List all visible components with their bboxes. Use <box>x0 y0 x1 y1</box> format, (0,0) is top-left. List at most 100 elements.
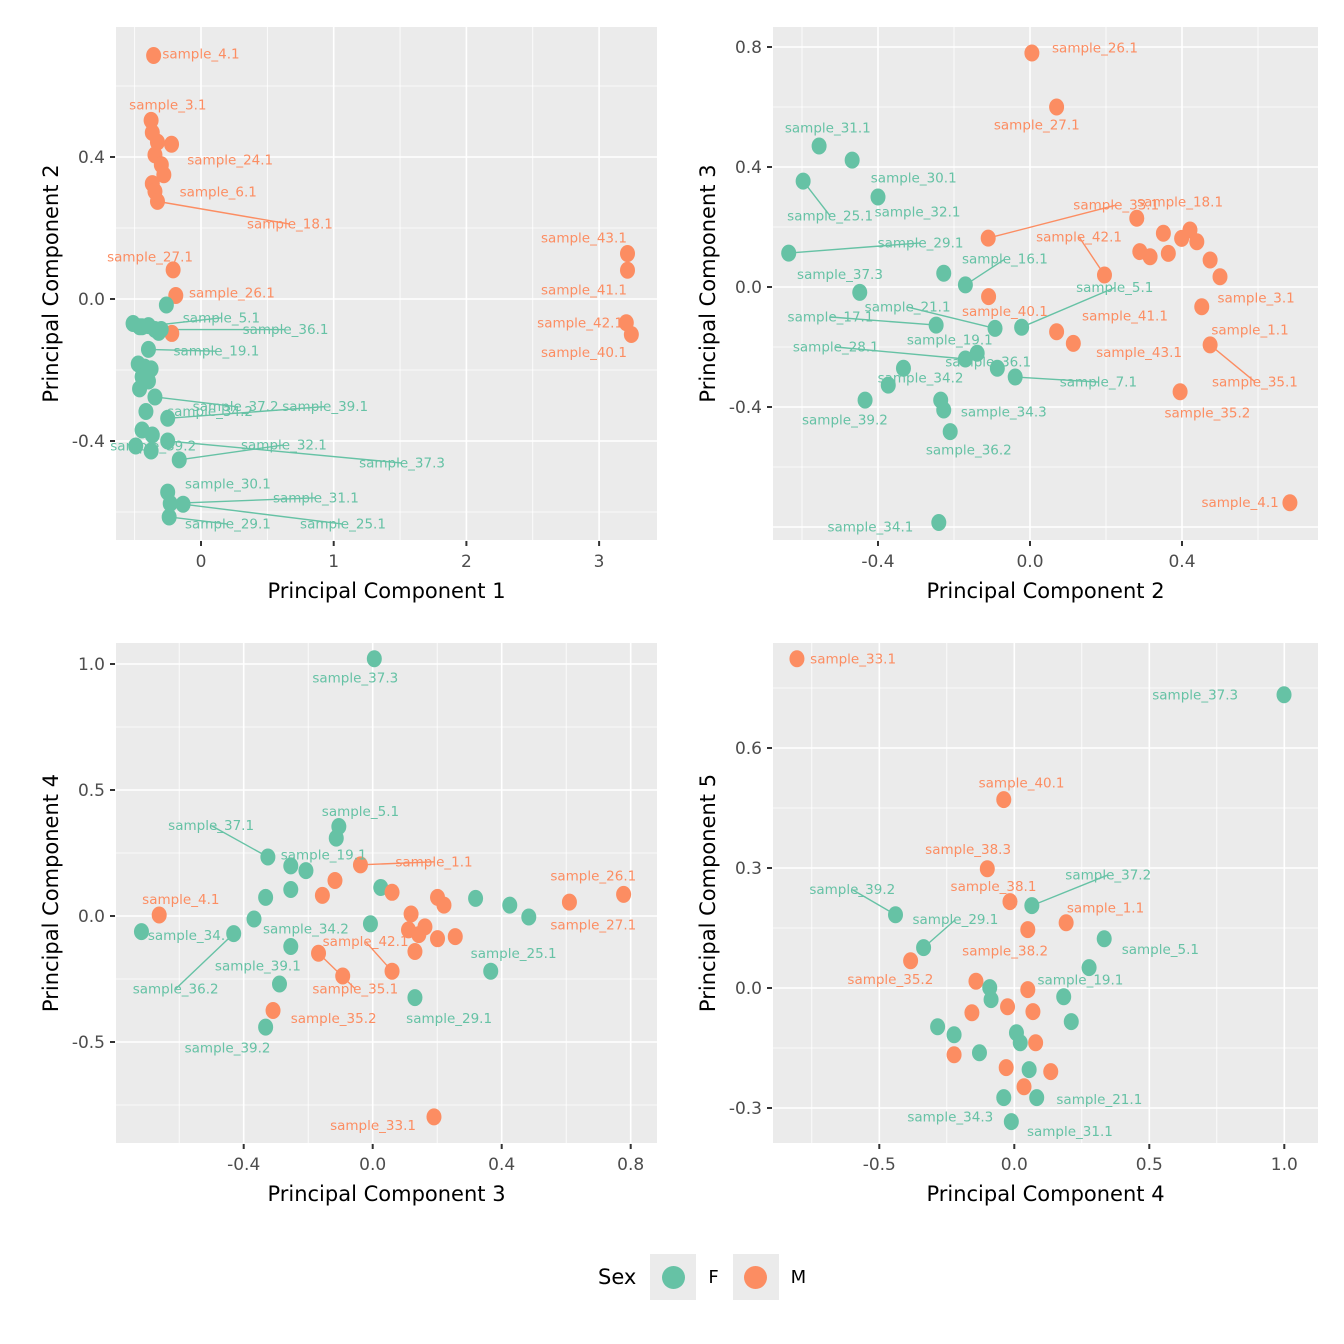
data-point <box>930 1018 946 1036</box>
point-label: sample_37.3 <box>797 267 883 283</box>
data-point <box>298 862 314 880</box>
y-axis-title: Principal Component 5 <box>696 774 720 1012</box>
point-label: sample_26.1 <box>189 285 275 301</box>
point-label: sample_37.1 <box>168 818 254 834</box>
data-point <box>781 244 797 262</box>
data-point <box>160 409 176 427</box>
data-point <box>946 1046 962 1064</box>
data-point <box>789 650 805 668</box>
data-point <box>417 918 433 936</box>
y-axis-title: Principal Component 3 <box>696 164 720 402</box>
data-point <box>1021 1061 1037 1079</box>
point-label: sample_41.1 <box>1082 309 1168 325</box>
x-axis-title: Principal Component 1 <box>267 579 505 603</box>
data-point <box>468 889 484 907</box>
point-label: sample_34.2 <box>167 404 253 420</box>
point-label: sample_1.1 <box>395 854 472 870</box>
axis-ticks: -0.5 0.0 0.5 1.0 0.6 0.3 0.0 -0.3 <box>729 739 1298 1175</box>
point-label: sample_18.1 <box>1137 195 1223 211</box>
data-point <box>936 264 952 282</box>
data-point <box>987 319 1003 337</box>
point-label: sample_24.1 <box>187 152 273 168</box>
point-label: sample_19.1 <box>1037 973 1123 989</box>
data-point <box>880 376 896 394</box>
data-point <box>138 403 154 421</box>
point-label: sample_1.1 <box>1211 322 1288 338</box>
point-labels: sample_4.1 sample_3.1 sample_24.1 sample_6.… <box>107 47 627 533</box>
data-point <box>335 967 351 985</box>
data-point <box>1129 209 1145 227</box>
point-label: sample_19.1 <box>907 333 993 349</box>
point-label: sample_37.3 <box>359 456 445 472</box>
data-point <box>980 229 996 247</box>
point-label: sample_4.1 <box>1201 495 1278 511</box>
x-tick-label: 0.0 <box>359 1155 386 1175</box>
data-point <box>502 896 518 914</box>
data-point <box>140 340 156 358</box>
point-label: sample_31.1 <box>273 490 359 506</box>
data-point <box>969 344 985 362</box>
point-label: sample_5.1 <box>322 804 399 820</box>
data-point <box>928 316 944 334</box>
data-point <box>171 451 187 469</box>
point-label: sample_35.1 <box>312 981 398 997</box>
data-point <box>1003 1113 1019 1131</box>
gridlines <box>116 643 657 1143</box>
data-point <box>1058 914 1074 932</box>
data-point <box>561 893 577 911</box>
x-axis-title: Principal Component 2 <box>926 579 1164 603</box>
data-point <box>870 188 886 206</box>
data-point <box>1202 336 1218 354</box>
x-tick-label: -0.5 <box>863 1155 896 1175</box>
data-point <box>384 883 400 901</box>
data-point <box>1155 224 1171 242</box>
point-label: sample_38.3 <box>925 842 1011 858</box>
data-point <box>1025 1003 1041 1021</box>
data-point <box>246 910 262 928</box>
data-points <box>781 44 1298 531</box>
data-point <box>971 1044 987 1062</box>
point-label: sample_26.1 <box>1052 41 1138 57</box>
data-point <box>916 939 932 957</box>
point-label: sample_35.1 <box>1212 374 1298 390</box>
data-point <box>144 426 160 444</box>
data-point <box>373 879 389 897</box>
y-axis-title: Principal Component 4 <box>39 774 63 1012</box>
x-axis-title: Principal Component 4 <box>926 1182 1164 1206</box>
point-label: sample_34.1 <box>827 520 913 536</box>
point-label: sample_37.3 <box>1152 687 1238 703</box>
data-point <box>1002 893 1018 911</box>
point-label: sample_36.1 <box>945 355 1031 371</box>
point-label: sample_35.2 <box>847 972 933 988</box>
panel-background <box>116 27 657 540</box>
point-label: sample_4.1 <box>142 892 219 908</box>
data-point <box>1028 1034 1044 1052</box>
point-label: sample_40.1 <box>962 304 1048 320</box>
y-axis-title: Principal Component 2 <box>39 164 63 402</box>
data-point <box>521 908 537 926</box>
point-labels: sample_26.1sample_27.1sample_33.1sample_… <box>785 41 1298 536</box>
data-points <box>125 46 639 526</box>
data-point <box>164 135 180 153</box>
point-label: sample_29.1 <box>185 517 271 533</box>
point-label: sample_4.1 <box>162 47 239 63</box>
point-label: sample_28.1 <box>793 340 879 356</box>
data-point <box>160 432 176 450</box>
data-point <box>314 886 330 904</box>
data-point <box>619 261 635 279</box>
data-point <box>430 930 446 948</box>
data-points <box>133 650 632 1126</box>
data-point <box>1024 44 1040 62</box>
legend-dot-f-icon <box>661 1265 685 1289</box>
point-label: sample_43.1 <box>1096 345 1182 361</box>
panel-background <box>773 643 1318 1143</box>
point-label: sample_17.1 <box>788 310 874 326</box>
point-label: sample_39.2 <box>809 882 895 898</box>
point-label: sample_42.1 <box>537 315 623 331</box>
point-label: sample_21.1 <box>865 300 951 316</box>
data-point <box>403 905 419 923</box>
data-point <box>165 261 181 279</box>
data-point <box>989 359 1005 377</box>
legend: Sex F M <box>598 1252 806 1302</box>
x-tick-label: -0.4 <box>861 552 894 572</box>
